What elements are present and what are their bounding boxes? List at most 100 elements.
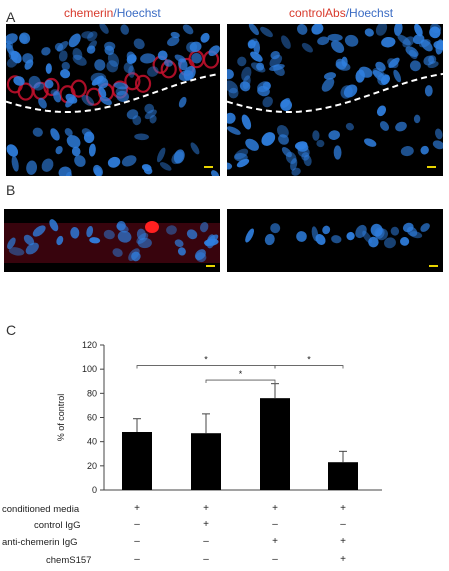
nucleus — [200, 32, 210, 43]
nucleus — [327, 33, 343, 42]
nucleus — [61, 61, 70, 71]
nucleus — [248, 24, 259, 36]
y-tick-label: 0 — [92, 485, 97, 495]
chemerin-signal — [124, 72, 141, 91]
nucleus — [19, 33, 28, 43]
nucleus — [346, 231, 355, 241]
condition-mark: – — [134, 536, 140, 547]
nucleus — [186, 41, 198, 53]
nucleus — [237, 56, 247, 67]
nucleus — [394, 24, 403, 36]
nucleus — [234, 152, 248, 162]
condition-mark: + — [340, 554, 346, 565]
nucleus — [395, 121, 407, 132]
hoechst-title-right: /Hoechst — [345, 6, 394, 20]
nucleus — [182, 24, 194, 35]
nucleus — [400, 146, 414, 157]
significance-bracket — [274, 365, 344, 369]
nucleus — [167, 36, 180, 47]
nucleus — [423, 55, 435, 66]
nucleus — [323, 72, 337, 80]
nucleus — [199, 221, 209, 233]
nucleus — [435, 39, 443, 55]
nucleus — [6, 33, 18, 45]
nucleus — [8, 247, 25, 256]
nucleus — [99, 96, 112, 106]
bar — [260, 398, 290, 490]
nucleus — [375, 24, 388, 36]
chemerin-signal — [134, 74, 152, 93]
micrograph-a-control — [227, 24, 443, 176]
nucleus — [81, 128, 92, 137]
nucleus — [400, 236, 410, 246]
nucleus — [133, 38, 145, 50]
nucleus — [88, 143, 96, 157]
nucleus — [291, 167, 301, 176]
bar — [191, 433, 221, 490]
nucleus — [70, 227, 80, 239]
nucleus — [280, 99, 292, 111]
condition-mark: – — [203, 554, 209, 565]
nucleus — [311, 24, 324, 35]
condition-mark: + — [340, 536, 346, 547]
micrograph-b-chemerin — [4, 209, 220, 272]
panel-a-letter: A — [6, 9, 16, 25]
nucleus — [297, 24, 308, 35]
nucleus — [435, 128, 443, 140]
nucleus — [74, 155, 86, 167]
nucleus — [281, 146, 292, 158]
nucleus — [126, 109, 139, 120]
nucleus — [120, 24, 129, 35]
nucleus — [245, 228, 255, 243]
nucleus — [432, 140, 443, 150]
nucleus — [32, 225, 46, 237]
nucleus — [390, 226, 400, 236]
nucleus — [281, 35, 291, 49]
nucleus — [56, 235, 64, 246]
nucleus — [86, 45, 96, 54]
basement-membrane-line — [227, 72, 443, 113]
nucleus — [178, 96, 187, 108]
nucleus — [60, 69, 71, 79]
nucleus — [144, 103, 155, 114]
nucleus — [106, 60, 119, 73]
nucleus — [157, 50, 168, 61]
nucleus — [261, 132, 276, 146]
condition-mark: – — [203, 536, 209, 547]
nucleus — [25, 242, 39, 255]
condition-label: anti-chemerin IgG — [2, 537, 78, 548]
nucleus — [247, 39, 256, 49]
nucleus — [335, 58, 347, 70]
panel-a-left-title: chemerin/Hoechst — [64, 6, 161, 20]
nucleus — [116, 90, 130, 102]
nucleus — [264, 233, 275, 246]
nucleus — [103, 229, 115, 240]
nucleus — [355, 69, 365, 83]
nucleus — [104, 45, 115, 56]
nucleus — [294, 141, 308, 150]
condition-label: control IgG — [34, 520, 81, 531]
nucleus — [333, 145, 342, 160]
nucleus — [6, 40, 14, 50]
nucleus — [23, 234, 35, 246]
nucleus — [429, 26, 441, 39]
nucleus — [107, 156, 121, 168]
nucleus — [239, 81, 251, 92]
nucleus — [98, 86, 107, 98]
nucleus — [81, 31, 94, 39]
condition-mark: + — [134, 503, 140, 514]
nucleus — [381, 36, 396, 48]
condition-mark: + — [272, 503, 278, 514]
basement-membrane-line — [6, 73, 219, 113]
nucleus — [269, 64, 285, 71]
nucleus — [227, 112, 236, 124]
nucleus — [227, 126, 241, 135]
nucleus — [54, 42, 64, 52]
y-tick-label: 100 — [82, 364, 97, 374]
nucleus — [312, 130, 320, 141]
nucleus — [409, 60, 421, 72]
nucleus — [50, 128, 60, 141]
nucleus — [55, 145, 63, 155]
nucleus — [364, 138, 377, 147]
nucleus — [195, 252, 207, 263]
